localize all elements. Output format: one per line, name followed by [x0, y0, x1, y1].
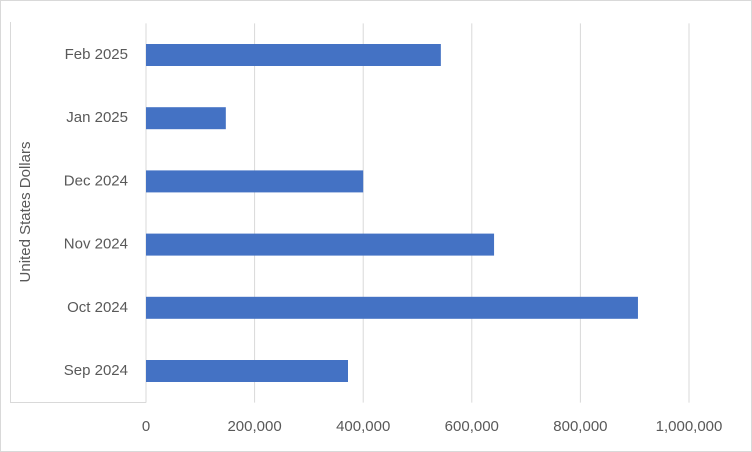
bar	[146, 233, 495, 256]
bar	[146, 296, 638, 319]
y-tick-label: Feb 2025	[65, 46, 128, 63]
bar	[146, 44, 441, 66]
y-tick-label: Dec 2024	[64, 172, 128, 189]
x-tick-label: 0	[142, 418, 150, 435]
bar	[146, 107, 226, 130]
y-axis-title: United States Dollars	[17, 142, 34, 283]
x-tick-label: 600,000	[445, 418, 499, 435]
x-tick-label: 1,000,000	[656, 418, 723, 435]
y-tick-label: Nov 2024	[64, 236, 128, 253]
axis-frame	[10, 22, 146, 403]
y-tick-label: Sep 2024	[64, 362, 128, 379]
x-tick-label: 400,000	[336, 418, 390, 435]
x-tick-label: 800,000	[553, 418, 607, 435]
x-tick-label: 200,000	[227, 418, 281, 435]
bar	[146, 360, 348, 382]
bar	[146, 170, 364, 193]
y-tick-label: Jan 2025	[66, 109, 128, 126]
y-tick-label: Oct 2024	[67, 299, 128, 316]
